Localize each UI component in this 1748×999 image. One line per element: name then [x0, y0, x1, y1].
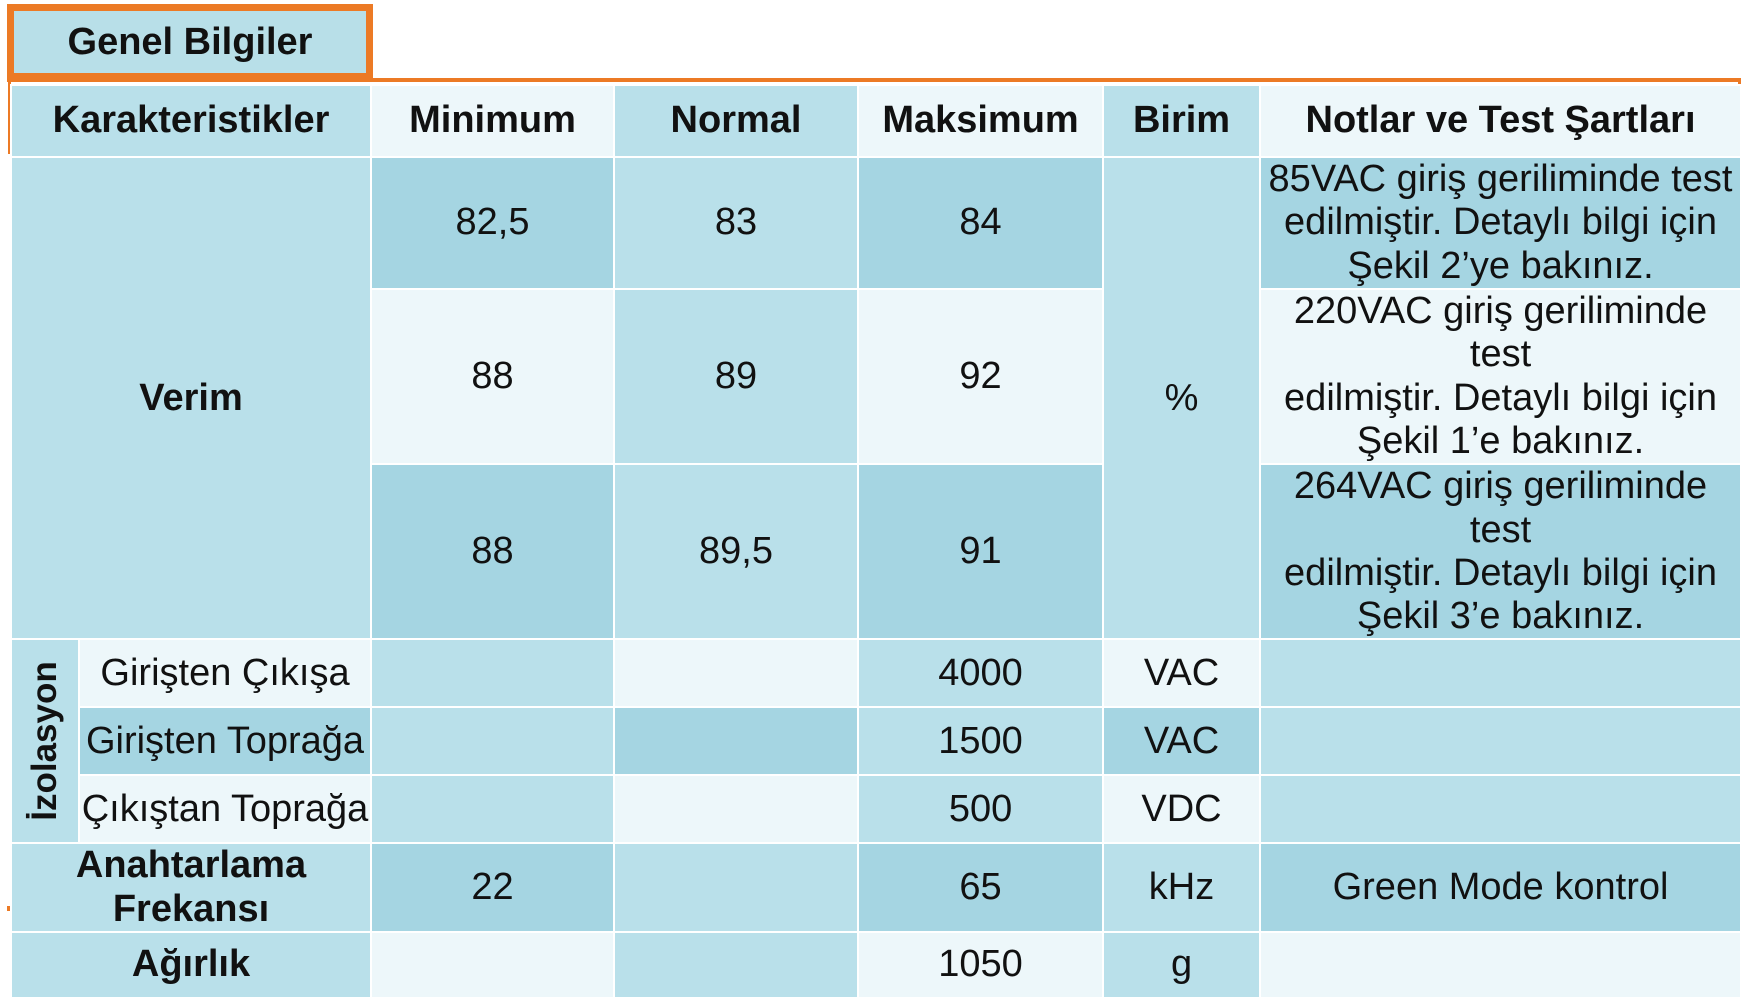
isolation-unit-1: VAC [1102, 638, 1262, 709]
section-title: Genel Bilgiler [7, 4, 373, 80]
isolation-note-3 [1259, 774, 1743, 845]
weight-label: Ağırlık [9, 931, 373, 999]
isolation-normal-1 [613, 638, 860, 709]
switching-row: Anahtarlama Frekansı 22 65 kHz Green Mod… [9, 842, 1743, 934]
note-line: Şekil 2’ye bakınız. [1347, 244, 1654, 287]
isolation-label-1: Girişten Çıkışa [77, 638, 373, 709]
isolation-normal-3 [613, 774, 860, 845]
isolation-row-3: Çıkıştan Toprağa 500 VDC [11, 774, 1743, 845]
note-line: edilmiştir. Detaylı bilgi için [1284, 201, 1717, 244]
efficiency-row-1: Verim 82,5 83 84 % 85VAC giriş gerilimin… [9, 155, 1743, 641]
table-top-rule [7, 78, 1741, 82]
header-normal: Normal [613, 84, 860, 158]
efficiency-max-3: 91 [857, 463, 1105, 641]
weight-max: 1050 [857, 931, 1105, 999]
switching-label-line: Frekansı [112, 887, 270, 930]
switching-max: 65 [857, 842, 1105, 934]
weight-min [370, 931, 616, 999]
header-notes: Notlar ve Test Şartları [1259, 84, 1743, 158]
isolation-label-3: Çıkıştan Toprağa [77, 774, 373, 845]
header-maximum: Maksimum [857, 84, 1105, 158]
efficiency-normal-2: 89 [613, 287, 860, 466]
table-left-rule [8, 80, 11, 154]
isolation-note-2 [1259, 706, 1743, 777]
efficiency-note-2: 220VAC giriş geriliminde test edilmiştir… [1259, 287, 1743, 466]
isolation-group-label: İzolasyon [10, 638, 80, 845]
isolation-max-2: 1500 [857, 706, 1105, 777]
header-unit: Birim [1102, 84, 1262, 158]
note-line: 220VAC giriş geriliminde test [1293, 289, 1708, 376]
note-line: Şekil 3’e bakınız. [1356, 595, 1645, 638]
isolation-label: İzolasyon [25, 661, 65, 822]
isolation-min-2 [370, 706, 616, 777]
switching-label-line: Anahtarlama [75, 844, 307, 887]
efficiency-row-3: 88 89,5 91 264VAC giriş geriliminde test… [11, 463, 1743, 641]
efficiency-note-3: 264VAC giriş geriliminde test edilmiştir… [1259, 463, 1743, 641]
efficiency-max-2: 92 [857, 287, 1105, 466]
note-line: Şekil 1’e bakınız. [1356, 419, 1645, 462]
note-line: 264VAC giriş geriliminde test [1293, 465, 1708, 551]
weight-row: Ağırlık 1050 g [9, 931, 1743, 999]
efficiency-label: Verim [9, 155, 373, 641]
header-minimum: Minimum [370, 84, 616, 158]
efficiency-max-1: 84 [857, 156, 1105, 290]
switching-min: 22 [370, 842, 616, 934]
isolation-normal-2 [613, 706, 860, 777]
isolation-row-2: Girişten Toprağa 1500 VAC [11, 706, 1743, 777]
note-line: edilmiştir. Detaylı bilgi için [1284, 551, 1717, 594]
isolation-note-1 [1259, 638, 1743, 709]
efficiency-normal-1: 83 [613, 156, 860, 290]
weight-unit: g [1102, 931, 1262, 999]
switching-note: Green Mode kontrol [1259, 842, 1743, 934]
note-line: edilmiştir. Detaylı bilgi için [1284, 376, 1717, 419]
weight-note [1259, 931, 1743, 999]
switching-unit: kHz [1102, 842, 1262, 934]
isolation-label-2: Girişten Toprağa [77, 706, 373, 777]
note-line: 85VAC giriş geriliminde test [1268, 158, 1733, 200]
isolation-max-3: 500 [857, 774, 1105, 845]
weight-normal [613, 931, 860, 999]
header-row: Karakteristikler Minimum Normal Maksimum… [9, 84, 1743, 158]
header-characteristics: Karakteristikler [9, 84, 373, 158]
isolation-max-1: 4000 [857, 638, 1105, 709]
isolation-row-1: İzolasyon Girişten Çıkışa 4000 VAC [10, 638, 1743, 845]
efficiency-min-1: 82,5 [370, 156, 616, 290]
efficiency-normal-3: 89,5 [613, 463, 860, 641]
efficiency-min-3: 88 [370, 463, 616, 641]
isolation-min-1 [370, 638, 616, 709]
efficiency-row-2: 88 89 92 220VAC giriş geriliminde test e… [11, 287, 1743, 466]
isolation-unit-3: VDC [1102, 774, 1262, 845]
efficiency-min-2: 88 [370, 287, 616, 466]
isolation-unit-2: VAC [1102, 706, 1262, 777]
switching-label: Anahtarlama Frekansı [9, 842, 373, 934]
efficiency-unit: % [1102, 155, 1262, 641]
specifications-table: Karakteristikler Minimum Normal Maksimum… [9, 84, 1743, 999]
switching-normal [613, 842, 860, 934]
isolation-min-3 [370, 774, 616, 845]
isolation-label-wrap: İzolasyon [12, 646, 78, 836]
efficiency-note-1: 85VAC giriş geriliminde test edilmiştir.… [1259, 156, 1743, 290]
